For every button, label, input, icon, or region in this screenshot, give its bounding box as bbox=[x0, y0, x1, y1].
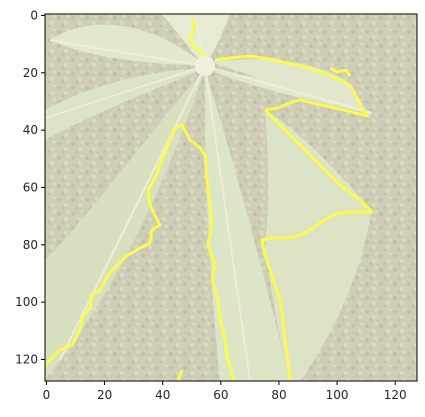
x-tick-label: 20 bbox=[97, 388, 112, 402]
y-tick-label: 0 bbox=[30, 8, 38, 22]
x-tick-label: 40 bbox=[155, 388, 170, 402]
photo-image bbox=[45, 14, 417, 381]
x-tick-label: 60 bbox=[213, 388, 228, 402]
contour-top-left bbox=[176, 369, 184, 381]
contour-right-lower bbox=[260, 108, 374, 381]
x-tick-label: 100 bbox=[326, 388, 349, 402]
contour-right-upper bbox=[214, 54, 370, 118]
y-tick-label: 100 bbox=[15, 295, 38, 309]
y-tick-label: 20 bbox=[23, 66, 38, 80]
x-tick-label: 0 bbox=[43, 388, 51, 402]
x-tick-label: 120 bbox=[384, 388, 407, 402]
contour-left-leaf bbox=[45, 123, 236, 381]
contour-top bbox=[188, 17, 206, 57]
contour-top-spots bbox=[329, 66, 352, 77]
y-tick-label: 60 bbox=[23, 180, 38, 194]
leaf-shapes bbox=[45, 14, 373, 381]
y-tick-label: 40 bbox=[23, 123, 38, 137]
x-axis-ticks: 0 20 40 60 80 100 120 bbox=[43, 381, 407, 402]
y-axis-ticks: 0 20 40 60 80 100 120 bbox=[15, 8, 45, 366]
x-tick-label: 80 bbox=[271, 388, 286, 402]
y-tick-label: 80 bbox=[23, 238, 38, 252]
segmentation-contours bbox=[45, 17, 374, 381]
y-tick-label: 120 bbox=[15, 352, 38, 366]
axes-frame bbox=[44, 13, 418, 382]
